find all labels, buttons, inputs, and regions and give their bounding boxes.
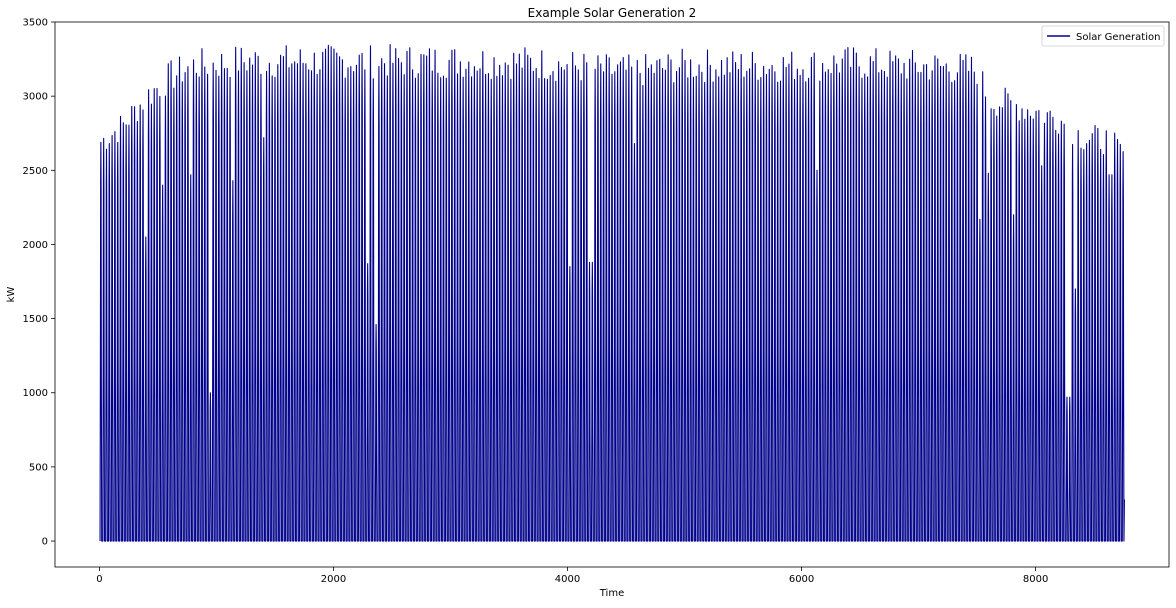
x-tick-label: 4000 [555, 574, 580, 585]
y-tick-label: 1000 [23, 388, 48, 399]
legend-label: Solar Generation [1076, 32, 1160, 43]
x-tick-label: 6000 [789, 574, 814, 585]
plot-frame [54, 21, 1170, 568]
legend: Solar Generation [1041, 25, 1165, 47]
x-axis: 0 2000 4000 6000 8000 [96, 567, 1048, 585]
y-axis-label: kW [6, 287, 17, 303]
y-tick-label: 500 [29, 462, 48, 473]
x-tick-label: 8000 [1023, 574, 1048, 585]
legend-box [1041, 25, 1165, 47]
y-axis: 0 500 1000 1500 2000 2500 3000 3500 [23, 18, 55, 548]
y-tick-label: 2500 [23, 166, 48, 177]
x-tick-label: 0 [96, 574, 102, 585]
chart-title: Example Solar Generation 2 [528, 6, 697, 20]
solar-generation-series-line [99, 44, 1125, 542]
y-tick-label: 3000 [23, 92, 48, 103]
y-tick-label: 1500 [23, 314, 48, 325]
y-tick-label: 2000 [23, 240, 48, 251]
x-tick-label: 2000 [321, 574, 346, 585]
x-axis-label: Time [599, 588, 624, 599]
series-layer [99, 44, 1125, 542]
y-tick-label: 0 [42, 537, 48, 548]
y-tick-label: 3500 [23, 18, 48, 29]
